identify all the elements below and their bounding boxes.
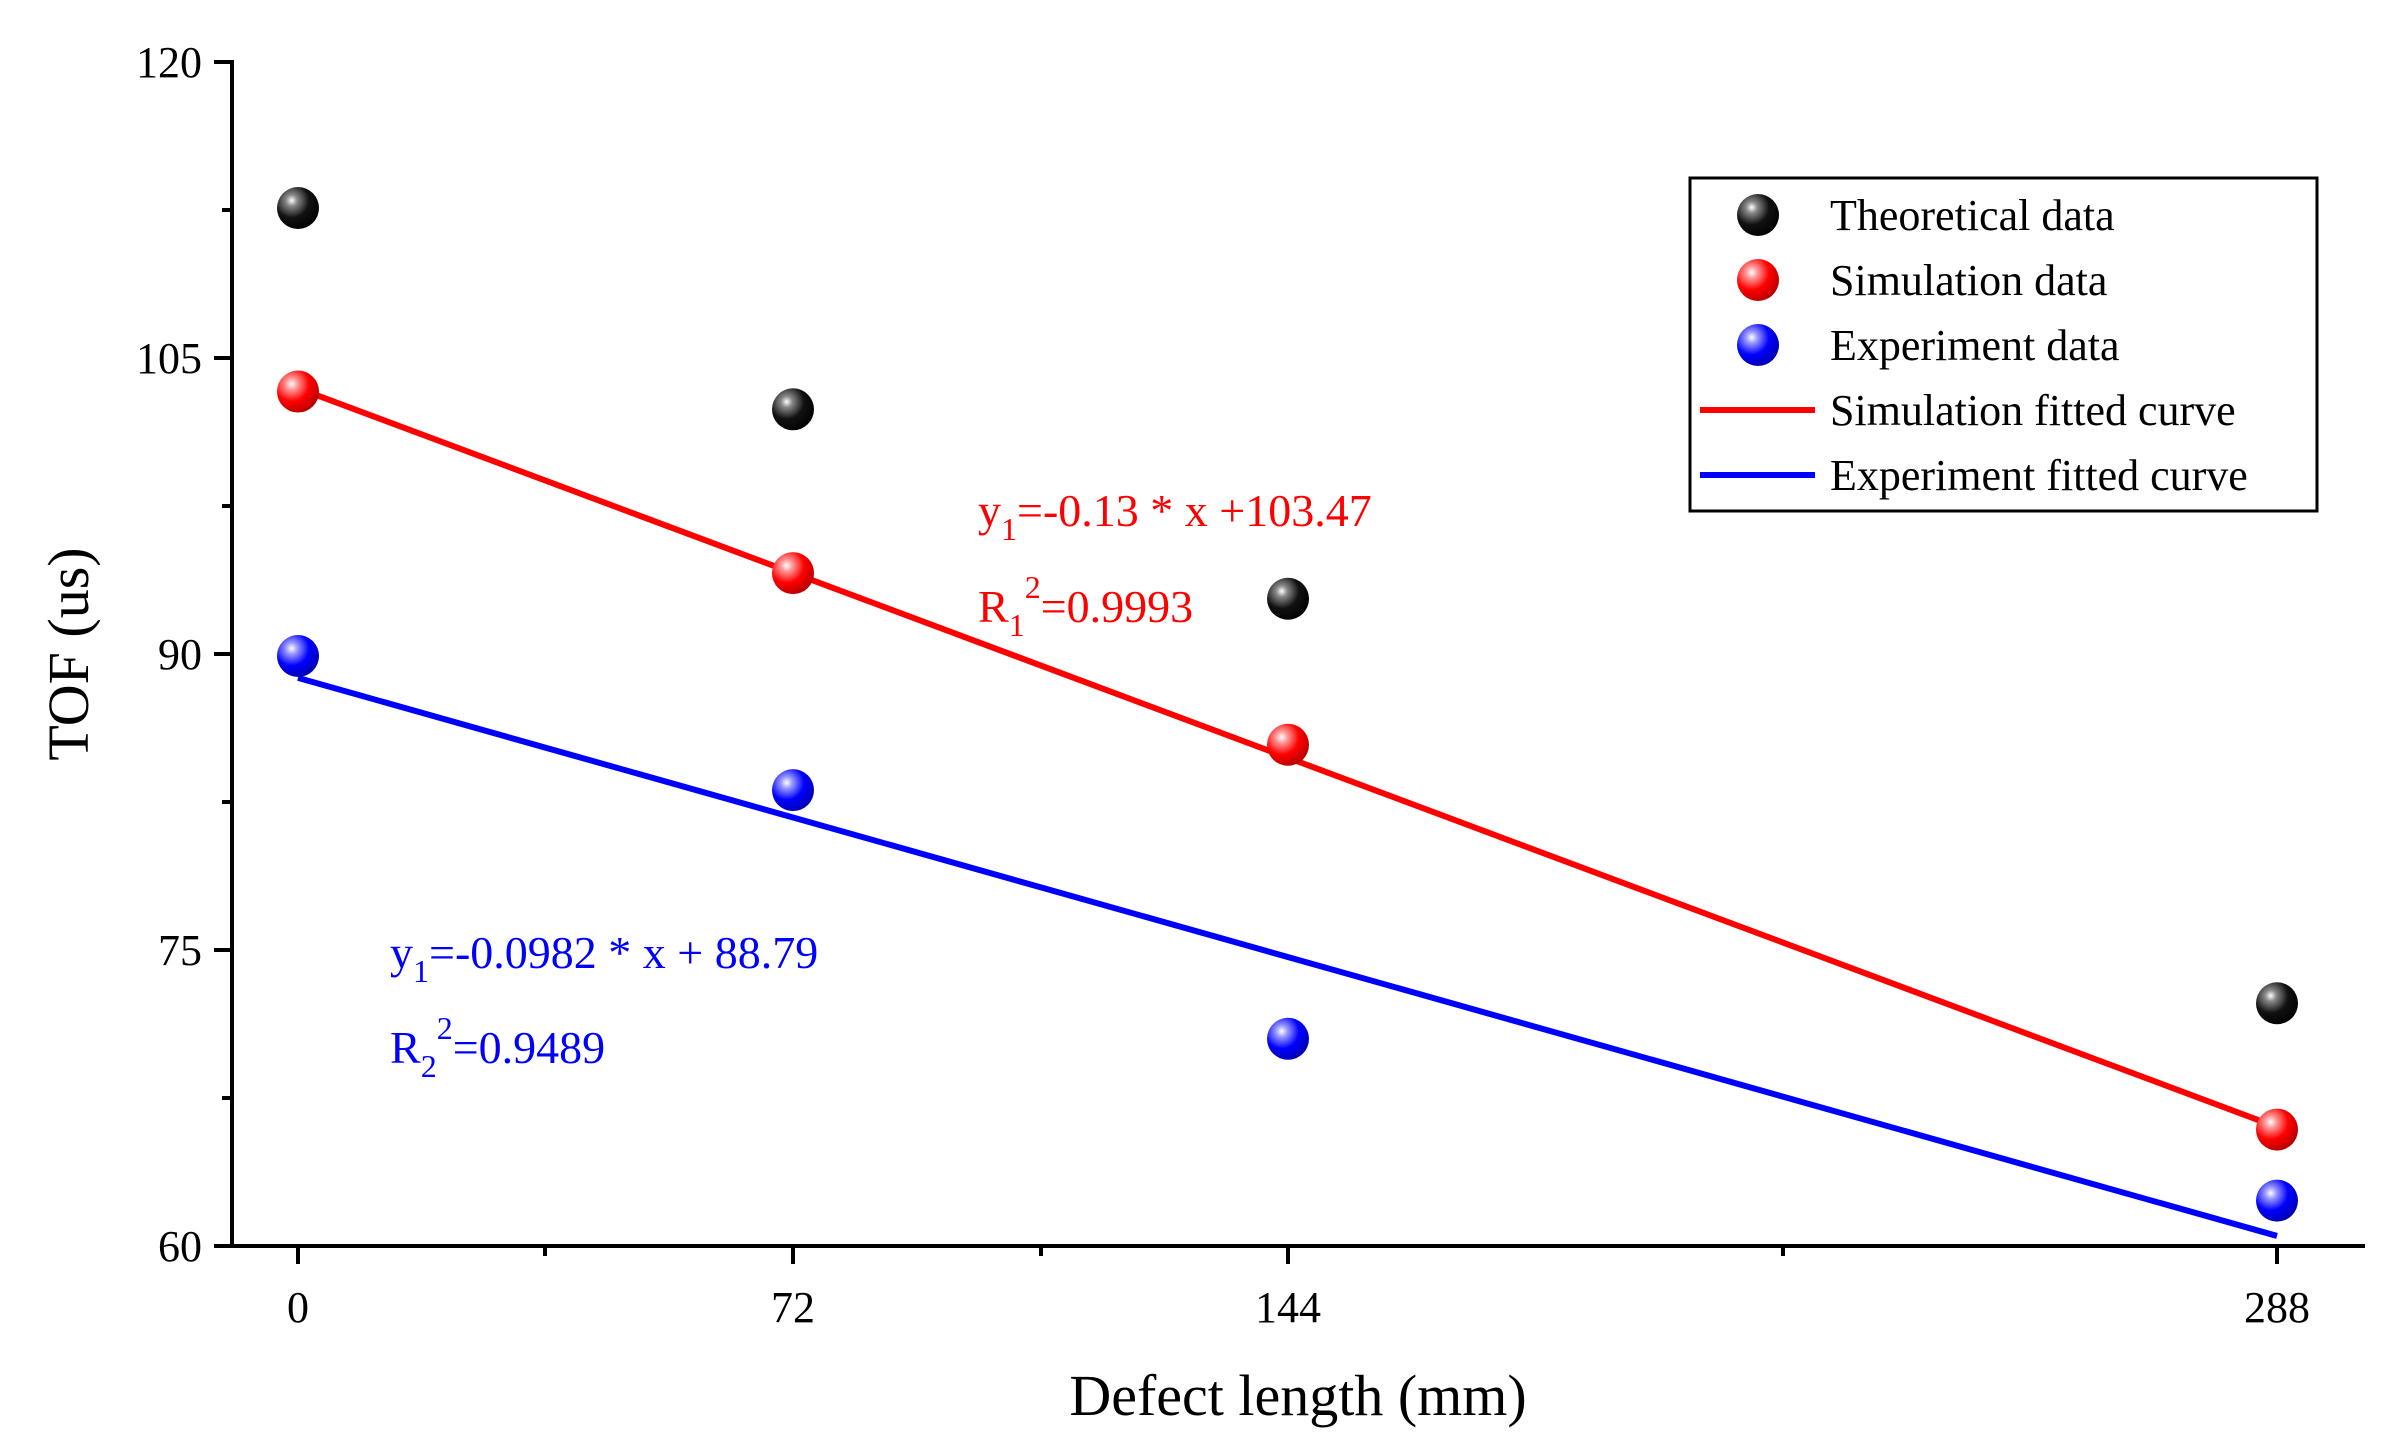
exp-equation-sub: 1 — [413, 953, 429, 989]
x-tick-label: 72 — [771, 1283, 815, 1332]
data-point — [1267, 577, 1309, 620]
y-tick-label: 105 — [136, 334, 202, 383]
data-point — [277, 187, 319, 230]
x-tick-label: 0 — [287, 1283, 309, 1332]
data-point — [2256, 1179, 2298, 1222]
y-tick-label: 60 — [158, 1222, 202, 1271]
data-point — [772, 769, 814, 812]
sim-r-squared: R12=0.9993 — [978, 569, 1193, 643]
data-point — [277, 370, 319, 413]
legend-marker — [1737, 259, 1779, 301]
legend-box — [1688, 176, 2319, 513]
legend-label: Simulation data — [1830, 256, 2107, 305]
x-tick-label: 288 — [2244, 1283, 2310, 1332]
exp-r-squared-var: R — [390, 1022, 421, 1073]
legend-label: Theoretical data — [1830, 191, 2115, 240]
y-axis-title: TOF (us) — [36, 547, 101, 760]
data-point — [772, 388, 814, 431]
legend: Theoretical data Simulation data Experimen… — [1688, 176, 2319, 513]
exp-r-squared: R22=0.9489 — [390, 1010, 605, 1084]
sim-r-squared-var: R — [978, 581, 1009, 632]
data-point — [2256, 982, 2298, 1025]
legend-label: Experiment fitted curve — [1830, 451, 2248, 500]
y-tick-label: 120 — [136, 38, 202, 87]
data-point — [1267, 723, 1309, 766]
data-point — [2256, 1108, 2298, 1151]
legend-label: Experiment data — [1830, 321, 2120, 370]
sim-equation-sub: 1 — [1001, 511, 1017, 547]
exp-equation-rest: =-0.0982 * x + 88.79 — [429, 927, 818, 978]
exp-r-squared-rest: =0.9489 — [453, 1022, 605, 1073]
data-point — [1267, 1017, 1309, 1060]
sim-r-squared-sup: 2 — [1025, 569, 1041, 605]
sim-equation-var: y — [978, 485, 1001, 536]
data-points — [277, 187, 2298, 1222]
legend-items: Theoretical data Simulation data Experimen… — [1700, 191, 2248, 500]
sim-r-squared-rest: =0.9993 — [1041, 581, 1193, 632]
sim-r-squared-sub: 1 — [1009, 607, 1025, 643]
axes: 60 75 90 105 120 0 72 144 288 Defect length (mm) T… — [36, 38, 2365, 1428]
legend-label: Simulation fitted curve — [1830, 386, 2236, 435]
y-tick-label: 90 — [158, 630, 202, 679]
exp-r-squared-sub: 2 — [421, 1048, 437, 1084]
y-tick-label: 75 — [158, 926, 202, 975]
exp-r-squared-sup: 2 — [437, 1010, 453, 1046]
data-point — [277, 634, 319, 677]
legend-marker — [1737, 324, 1779, 366]
exp-equation: y1=-0.0982 * x + 88.79 — [390, 927, 818, 989]
x-tick-label: 144 — [1255, 1283, 1321, 1332]
exp-equation-var: y — [390, 927, 413, 978]
data-point — [772, 552, 814, 595]
fit-line — [297, 674, 2278, 1239]
x-axis-title: Defect length (mm) — [1069, 1363, 1526, 1428]
sim-equation-rest: =-0.13 * x +103.47 — [1017, 485, 1372, 536]
sim-equation: y1=-0.13 * x +103.47 — [978, 485, 1372, 547]
legend-marker — [1737, 194, 1779, 236]
